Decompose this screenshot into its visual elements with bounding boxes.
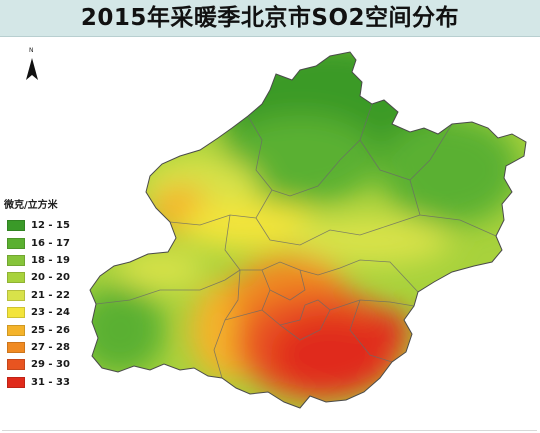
legend-label: 27 - 28 <box>31 341 70 353</box>
legend-item: 29 - 30 <box>4 356 104 373</box>
legend-label: 12 - 15 <box>31 220 70 232</box>
district-boundaries <box>95 103 497 379</box>
legend-item: 20 - 20 <box>4 269 104 286</box>
so2-gradient-fill <box>90 52 526 408</box>
title-bar: 2015年采暖季北京市SO2空间分布 <box>0 0 540 37</box>
legend-item: 12 - 15 <box>4 217 104 234</box>
legend-swatch <box>7 359 25 371</box>
legend-item: 31 - 33 <box>4 374 104 391</box>
legend-label: 23 - 24 <box>31 307 70 319</box>
legend-label: 31 - 33 <box>31 376 70 388</box>
legend-swatch <box>7 272 25 284</box>
legend-label: 29 - 30 <box>31 359 70 371</box>
legend-swatch <box>7 307 25 319</box>
legend-item: 16 - 17 <box>4 234 104 251</box>
legend-item: 27 - 28 <box>4 339 104 356</box>
legend-label: 25 - 26 <box>31 324 70 336</box>
legend-item: 25 - 26 <box>4 321 104 338</box>
north-label: N <box>29 47 34 54</box>
legend-swatch <box>7 341 25 353</box>
legend-label: 20 - 20 <box>31 272 70 284</box>
legend-label: 18 - 19 <box>31 254 70 266</box>
legend-swatch <box>7 376 25 388</box>
legend-swatch <box>7 220 25 232</box>
legend-swatch <box>7 237 25 249</box>
legend-swatch <box>7 254 25 266</box>
legend-swatch <box>7 289 25 301</box>
north-arrow-icon <box>26 58 38 80</box>
map-title: 2015年采暖季北京市SO2空间分布 <box>80 5 460 31</box>
legend-label: 21 - 22 <box>31 289 70 301</box>
legend-label: 16 - 17 <box>31 237 70 249</box>
legend-items: 12 - 15 16 - 17 18 - 19 20 - 20 21 - 22 … <box>4 217 104 391</box>
legend-title: 微克/立方米 <box>4 200 58 211</box>
legend: 微克/立方米 12 - 15 16 - 17 18 - 19 20 - 20 2… <box>4 199 104 391</box>
legend-swatch <box>7 324 25 336</box>
legend-item: 18 - 19 <box>4 252 104 269</box>
beijing-boundary <box>89 51 527 409</box>
legend-item: 23 - 24 <box>4 304 104 321</box>
legend-item: 21 - 22 <box>4 287 104 304</box>
